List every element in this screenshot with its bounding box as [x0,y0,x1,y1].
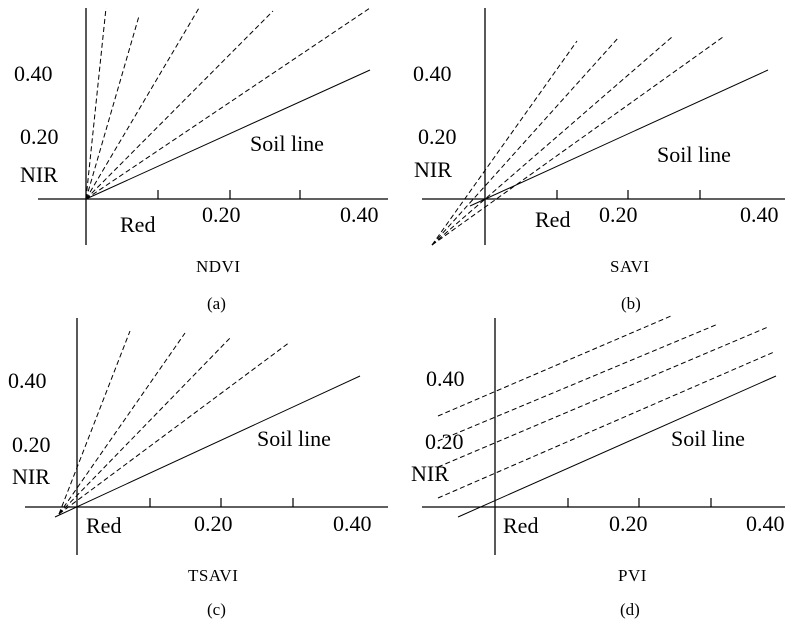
x-axis-label: Red [86,513,121,538]
panel-savi: 0.40 0.20 NIR Red 0.20 0.40 Soil line SA… [413,8,785,313]
panel-caption: (d) [620,600,640,619]
x-axis-label: Red [503,513,538,538]
isoline [58,330,131,515]
y-tick-label: 0.40 [426,366,465,391]
isoline [58,341,291,515]
isoline [431,36,724,246]
soil-line-label: Soil line [657,142,731,167]
y-axis-label: NIR [414,157,452,182]
soil-line-label: Soil line [250,131,324,156]
isolines [85,7,371,200]
x-axis-label: Red [535,207,570,232]
panel-ndvi: 0.40 0.20 NIR Red 0.20 0.40 Soil line ND… [14,7,388,313]
soil-line [85,69,371,200]
y-tick-label: 0.20 [20,124,59,149]
soil-line-label: Soil line [671,426,745,451]
y-tick-label: 0.20 [12,432,51,457]
isoline [431,36,673,246]
isoline [58,336,232,515]
index-name: SAVI [610,257,649,276]
x-tick-label: 0.40 [340,202,379,227]
panel-caption: (b) [621,294,641,313]
y-tick-label: 0.20 [418,124,457,149]
isoline [85,7,371,200]
isoline [437,326,769,468]
soil-line-label: Soil line [257,426,331,451]
isoline [437,323,719,442]
y-axis-label: NIR [20,162,58,187]
index-name: TSAVI [188,566,238,585]
y-tick-label: 0.40 [8,368,47,393]
x-tick-label: 0.40 [746,511,785,536]
panel-caption: (a) [207,294,226,313]
index-name: PVI [618,566,647,585]
isoline [437,351,775,499]
x-tick-label: 0.40 [333,511,372,536]
isoline [85,10,274,200]
panel-pvi: 0.40 0.20 NIR Red 0.20 0.40 Soil line PV… [411,315,785,619]
index-name: NDVI [196,257,241,276]
panel-tsavi: 0.40 0.20 NIR Red 0.20 0.40 Soil line TS… [8,318,388,619]
isolines [431,36,724,246]
soil-line [457,375,777,518]
isoline [58,332,186,515]
isoline [85,15,140,200]
y-tick-label: 0.20 [425,429,464,454]
soil-line [54,375,361,518]
soil-line [469,69,769,207]
isolines [58,330,291,515]
y-axis-label: NIR [12,464,50,489]
x-tick-label: 0.20 [609,511,648,536]
isoline [437,315,672,417]
isoline [85,7,200,200]
isoline [431,40,578,246]
isolines [437,315,775,499]
panel-caption: (c) [207,600,226,619]
x-tick-label: 0.40 [740,202,779,227]
y-tick-label: 0.40 [413,61,452,86]
isoline [85,7,107,200]
x-tick-label: 0.20 [202,202,241,227]
x-tick-label: 0.20 [194,511,233,536]
y-axis-label: NIR [411,461,449,486]
x-axis-label: Red [120,212,155,237]
y-tick-label: 0.40 [14,61,53,86]
x-tick-label: 0.20 [599,202,638,227]
isoline [431,36,620,246]
